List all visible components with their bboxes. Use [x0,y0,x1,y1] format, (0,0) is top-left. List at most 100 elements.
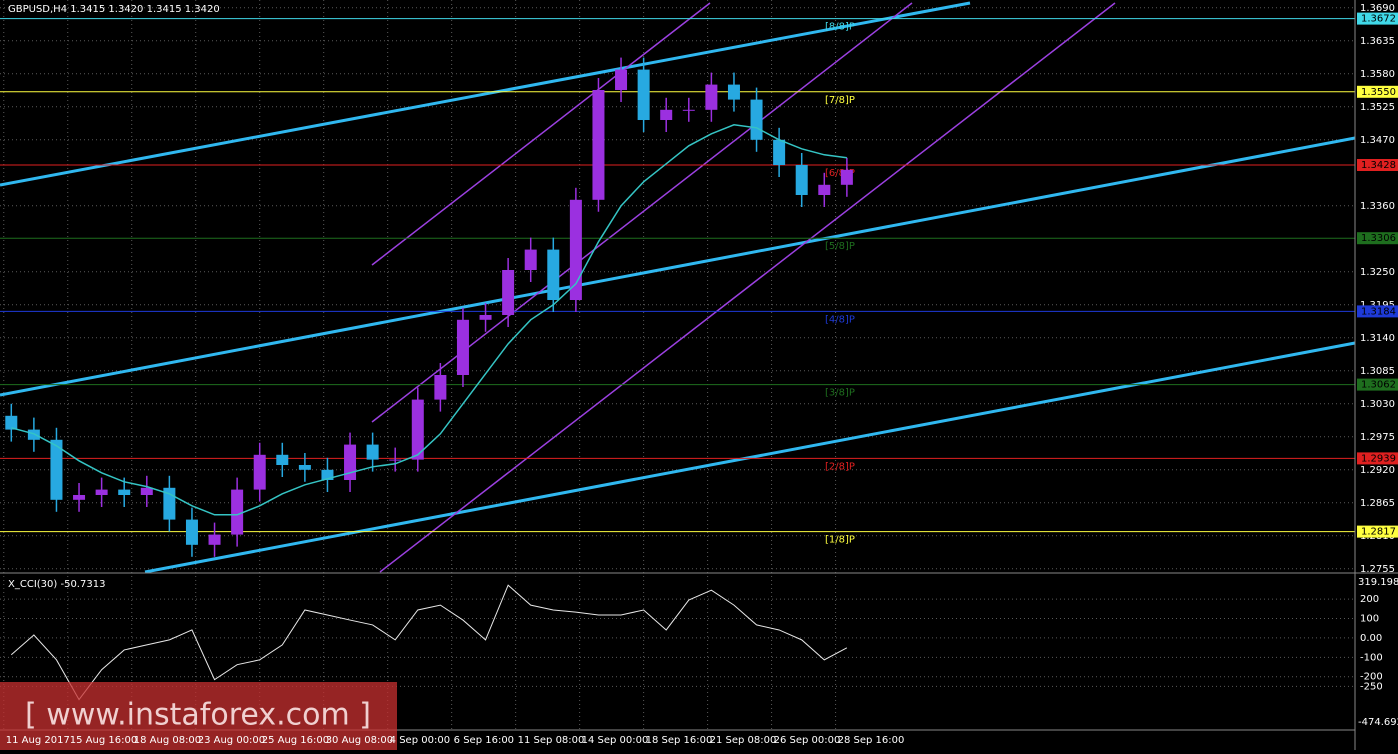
x-tick-label: 18 Sep 16:00 [646,735,713,746]
candle-body [750,99,763,140]
candle-body [524,249,537,270]
candle-body [231,489,244,535]
y-tick-label: 1.3030 [1360,399,1395,410]
candle-body [705,84,718,110]
channel-line [371,2,711,266]
level-price-box [1357,378,1398,391]
x-tick-label: 30 Aug 08:00 [326,735,393,746]
y-tick-label: 1.2975 [1360,432,1395,443]
x-tick-label: 21 Sep 08:00 [710,735,777,746]
y-tick-label: 1.2865 [1360,498,1395,509]
candle-body [615,69,628,90]
y-tick-label: 1.3635 [1360,36,1395,47]
x-tick-label: 25 Aug 16:00 [262,735,329,746]
y-tick-label: 1.3690 [1360,3,1395,14]
level-label: [3/8]P [825,388,855,399]
candle-body [276,454,289,465]
level-price: 1.3550 [1361,87,1396,98]
chart-title: GBPUSD,H4 1.3415 1.3420 1.3415 1.3420 [8,4,220,15]
level-price: 1.2817 [1361,527,1396,538]
x-tick-label: 26 Sep 00:00 [774,735,841,746]
indicator-line [10,584,848,701]
axis-end-label: -474.6921 [1358,717,1398,728]
candle-body [366,444,379,460]
y-tick-label: 1.3140 [1360,333,1395,344]
candle-body [840,169,853,185]
candle-body [411,399,424,460]
candle-body [637,69,650,120]
x-tick-label: 28 Sep 16:00 [838,735,905,746]
axis-end-label: 319.1981 [1358,577,1398,588]
level-price: 1.3672 [1361,14,1396,25]
level-price: 1.2939 [1361,453,1396,464]
level-label: [1/8]P [825,535,855,546]
moving-average [11,124,847,516]
candle-body [298,465,311,470]
level-label: [2/8]P [825,461,855,472]
candle-body [344,444,357,480]
y-tick-label: -100 [1360,652,1383,663]
candle-body [253,454,266,490]
candle-body [140,487,153,495]
candle-body [592,90,605,200]
level-price-box [1357,525,1398,538]
level-price: 1.3306 [1361,233,1396,244]
candle-body [5,415,18,430]
y-tick-label: 1.3580 [1360,69,1395,80]
candle-body [389,459,402,461]
y-tick-label: 200 [1360,594,1379,605]
y-tick-label: 0.00 [1360,633,1382,644]
candle-body [434,375,447,400]
candle-body [818,184,831,195]
level-label: [4/8]P [825,314,855,325]
candle-body [118,489,131,495]
y-tick-label: 100 [1360,614,1379,625]
candle-body [569,199,582,300]
level-label: [8/8]P [825,22,855,33]
watermark: [ www.instaforex.com ] [25,698,371,733]
candle-body [547,249,560,300]
candle-body [321,469,334,480]
x-tick-label: 14 Sep 00:00 [582,735,649,746]
candle-body [660,109,673,120]
candle-body [795,165,808,195]
level-price-box [1357,159,1398,171]
candle-body [727,84,740,100]
level-price-box [1357,232,1398,245]
level-label: [5/8]P [825,241,855,252]
trend-line [0,136,1356,397]
candle-body [456,319,469,375]
trend-line [0,1,971,187]
x-tick-label: 11 Aug 2017 [6,735,70,746]
candle-body [208,534,221,545]
level-price: 1.3184 [1361,306,1396,317]
x-tick-label: 6 Sep 16:00 [454,735,514,746]
x-tick-label: 11 Sep 08:00 [518,735,585,746]
x-tick-label: 23 Aug 00:00 [198,735,265,746]
trend-line [144,341,1356,574]
level-price-box [1357,305,1398,318]
y-tick-label: 1.2920 [1360,465,1395,476]
level-price-box [1357,12,1398,25]
candle-body [95,489,108,495]
x-tick-label: 4 Sep 00:00 [390,735,450,746]
x-tick-label: 18 Aug 08:00 [134,735,201,746]
y-tick-label: 1.2755 [1360,564,1395,575]
indicator-title: X_CCI(30) -50.7313 [8,579,105,590]
y-tick-label: 1.3085 [1360,366,1395,377]
level-price: 1.3062 [1361,380,1396,391]
y-tick-label: 1.3250 [1360,267,1395,278]
grid [0,0,1355,730]
y-tick-label: 1.3195 [1360,300,1395,311]
candle-body [50,439,63,500]
candle-body [773,139,786,165]
y-tick-label: 1.3525 [1360,102,1395,113]
level-label: [6/8]P [825,168,855,179]
candle-body [73,495,86,500]
level-price: 1.3428 [1361,160,1396,171]
channel-line [379,2,1116,573]
x-tick-label: 15 Aug 16:00 [70,735,137,746]
candle-body [682,109,695,111]
